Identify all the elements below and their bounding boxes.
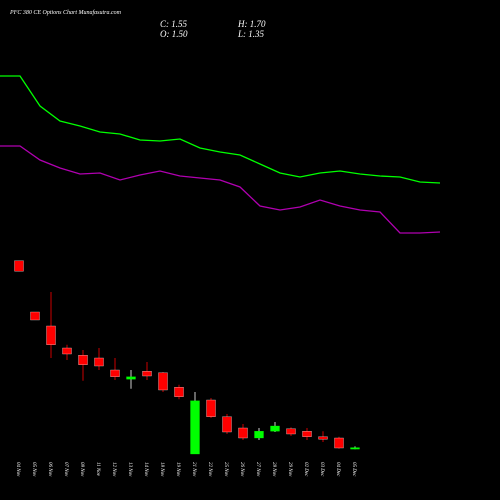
low-label: L: 1.35 xyxy=(237,29,265,39)
candle-body xyxy=(334,437,344,449)
candle-body xyxy=(110,369,120,377)
x-tick-label: 04 Nov xyxy=(15,462,20,477)
candle-body xyxy=(254,431,264,439)
candle-body xyxy=(222,416,232,433)
high-label: H: 1.70 xyxy=(237,19,266,29)
x-tick-label: 14 Nov xyxy=(143,462,148,477)
candle-body xyxy=(174,387,184,397)
x-tick-label: 05 Dec xyxy=(351,462,356,477)
x-tick-label: 22 Nov xyxy=(207,462,212,477)
x-tick-label: 26 Nov xyxy=(239,462,244,477)
x-tick-label: 12 Nov xyxy=(111,462,116,477)
x-tick-label: 19 Nov xyxy=(175,462,180,477)
x-tick-label: 21 Nov xyxy=(191,462,196,477)
x-tick-label: 08 Nov xyxy=(79,462,84,477)
candle-body xyxy=(206,399,216,417)
x-tick-label: 02 Dec xyxy=(303,462,308,477)
candle-body xyxy=(30,311,40,321)
candle-body xyxy=(302,431,312,437)
candle-body xyxy=(238,427,248,439)
x-tick-label: 18 Nov xyxy=(159,462,164,477)
candle-body xyxy=(318,436,328,440)
candle-body xyxy=(94,357,104,367)
x-tick-label: 27 Nov xyxy=(255,462,260,477)
moving-average-line xyxy=(0,145,441,234)
chart-title: PFC 380 CE Options Chart Munafasutra.com xyxy=(9,9,122,16)
candle-body xyxy=(350,447,360,450)
x-tick-label: 03 Dec xyxy=(319,462,324,477)
x-tick-label: 11 Nov xyxy=(95,462,100,477)
moving-average-line xyxy=(0,75,441,184)
x-tick-label: 29 Nov xyxy=(287,462,292,477)
close-label: C: 1.55 xyxy=(160,19,188,29)
candle-body xyxy=(78,355,88,365)
candle-body xyxy=(286,428,296,435)
x-tick-label: 06 Nov xyxy=(47,462,52,477)
x-tick-label: 13 Nov xyxy=(127,462,132,477)
x-tick-label: 28 Nov xyxy=(271,462,276,477)
x-tick-label: 25 Nov xyxy=(223,462,228,477)
candle-body xyxy=(46,325,56,345)
candle-body xyxy=(14,260,24,272)
candle-body xyxy=(270,425,280,432)
candle-body xyxy=(190,400,200,455)
candle-body xyxy=(158,372,168,391)
x-tick-label: 07 Nov xyxy=(63,462,68,477)
candle-body xyxy=(62,347,72,355)
candle-body xyxy=(126,376,136,380)
x-tick-label: 05 Nov xyxy=(31,462,36,477)
open-label: O: 1.50 xyxy=(160,29,188,39)
x-tick-label: 04 Dec xyxy=(335,462,340,477)
candle-body xyxy=(142,371,152,377)
